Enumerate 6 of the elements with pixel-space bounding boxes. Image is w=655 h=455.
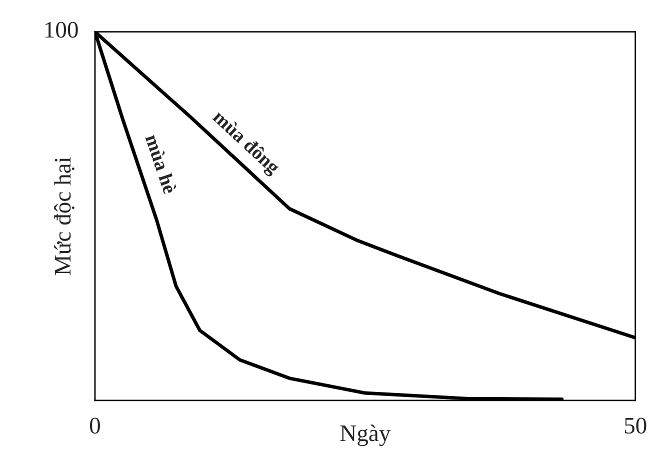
x-tick-label: 0 [90, 418, 100, 434]
text: 100 [45, 22, 78, 38]
y-axis-title: Mức độc hại [54, 157, 74, 275]
x-axis-title: Ngày [340, 424, 391, 446]
text: mùa hè [145, 133, 178, 195]
x-tick-label: 50 [624, 418, 646, 434]
